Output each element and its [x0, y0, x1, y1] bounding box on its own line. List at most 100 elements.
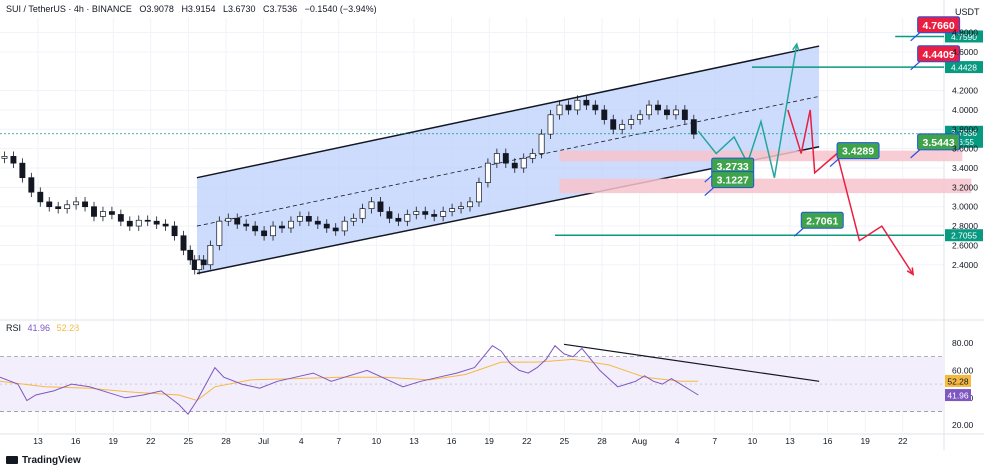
callout-3.4289-box: [836, 142, 880, 160]
candle: [628, 119, 635, 125]
candle: [1, 156, 8, 159]
bullish-scenario-path-head: [792, 42, 800, 52]
price-tick-label: 2.8000: [952, 221, 978, 231]
time-tick-label: 13: [33, 436, 43, 446]
candle: [82, 201, 88, 208]
candle: [162, 223, 169, 227]
upper-zone: [559, 150, 963, 162]
candle: [592, 104, 599, 111]
candle: [511, 162, 518, 169]
time-tick-label: 22: [522, 436, 532, 446]
support-2-axis-tag: [945, 229, 983, 242]
close-value: C3.7536: [263, 4, 298, 14]
time-tick-label: 10: [372, 436, 382, 446]
candle: [332, 227, 339, 232]
callout-3.4289-pointer: [829, 158, 840, 168]
candle: [187, 249, 194, 261]
time-tick-label: 7: [336, 436, 341, 446]
low-value: L3.6730: [222, 4, 256, 14]
candle: [73, 201, 80, 206]
rsi-ma-tag: [945, 374, 971, 387]
candle: [279, 225, 285, 229]
chart-header: SUI / TetherUS · 4h · BINANCE O3.9078 H3…: [6, 4, 382, 14]
rsi-trendline: [563, 343, 820, 382]
callout-4.7660-box: [917, 16, 961, 34]
candle: [565, 104, 572, 111]
quote-unit: USDT: [955, 7, 980, 17]
candle: [664, 109, 670, 116]
rsi-value: 41.96: [27, 323, 51, 333]
candle: [574, 99, 581, 111]
time-tick-label: 22: [898, 436, 908, 446]
candle: [377, 201, 384, 212]
callout-4.4409-box: [917, 45, 961, 63]
time-tick-label: 16: [71, 436, 81, 446]
rsi-label[interactable]: RSI: [6, 323, 22, 333]
callout-4.4409-label: 4.4409: [923, 49, 955, 61]
candle: [323, 223, 330, 229]
candle: [646, 104, 652, 116]
price-tick-label: 3.6000: [952, 144, 978, 154]
candle: [64, 204, 71, 209]
candle: [135, 219, 142, 227]
candle: [440, 211, 447, 217]
price-tick-label: 2.4000: [952, 260, 978, 270]
callout-3.5443-pointer: [910, 149, 921, 159]
time-tick-label: 22: [146, 436, 156, 446]
change-value: −0.1540 (−3.94%): [304, 4, 377, 14]
candle: [225, 217, 232, 222]
callout-4.7660-label: 4.7660: [923, 20, 955, 32]
callout-2.7061-label: 2.7061: [806, 215, 838, 227]
candle: [117, 214, 124, 222]
candle: [37, 191, 44, 203]
price-tick-label: 3.0000: [952, 202, 978, 212]
time-tick-label: 28: [221, 436, 231, 446]
rsi-last-tag-label: 41.96: [947, 391, 969, 401]
candle: [547, 114, 554, 135]
callout-3.1227-label: 3.1227: [717, 175, 749, 187]
resistance-1-axis-label: 4.4428: [951, 63, 977, 73]
candle: [10, 156, 17, 164]
resistance-1-axis-tag: [945, 61, 983, 74]
callout-3.1227-pointer: [704, 187, 715, 197]
channel-upper-line: [196, 45, 820, 179]
time-tick-label: Jul: [258, 436, 269, 446]
rsi-tick-label: 80.00: [952, 338, 974, 348]
rsi-ma-line: [0, 358, 699, 402]
candle: [28, 177, 35, 193]
candle: [305, 216, 312, 222]
price-tick-label: 4.0000: [952, 105, 978, 115]
candle: [153, 220, 160, 225]
candle: [520, 157, 527, 169]
candle: [252, 225, 259, 232]
callout-2.7061-box: [800, 211, 844, 229]
countdown-label: 46:55: [954, 138, 975, 147]
resistance-2-axis-label: 4.7590: [951, 32, 977, 42]
bearish-scenario-path: [787, 109, 914, 275]
callout-4.7660-pointer: [910, 32, 921, 42]
tradingview-icon: [6, 456, 18, 465]
time-tick-label: 4: [299, 436, 304, 446]
candle: [207, 245, 214, 266]
rsi-line: [0, 344, 699, 416]
rsi-header: RSI 41.96 52.28: [6, 323, 83, 333]
price-tick-label: 3.4000: [952, 163, 978, 173]
symbol-label[interactable]: SUI / TetherUS · 4h · BINANCE: [6, 4, 132, 14]
time-tick-label: 25: [184, 436, 194, 446]
candle: [341, 220, 348, 232]
candle: [314, 220, 321, 225]
candle: [449, 208, 456, 212]
candle: [476, 182, 482, 203]
price-tick-label: 4.6000: [952, 47, 978, 57]
candle: [431, 214, 438, 217]
candle: [458, 206, 464, 209]
time-tick-label: 19: [108, 436, 118, 446]
price-tick-label: 2.6000: [952, 240, 978, 250]
candle: [126, 220, 133, 227]
candle: [493, 153, 500, 164]
resistance-2-axis-tag: [945, 30, 983, 43]
callout-3.4289-label: 3.4289: [842, 146, 874, 158]
tradingview-logo[interactable]: TradingView: [6, 455, 81, 466]
time-tick-label: 13: [409, 436, 419, 446]
